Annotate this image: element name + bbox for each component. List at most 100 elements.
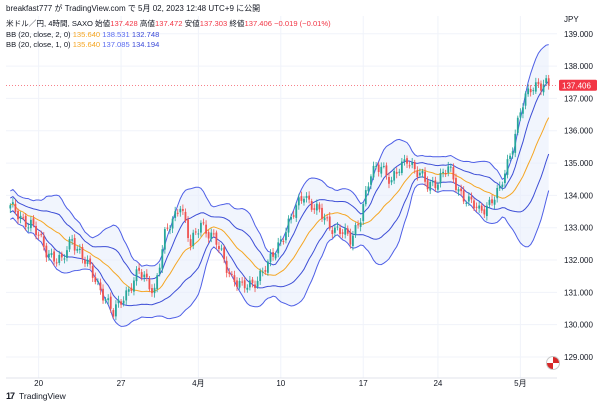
candle-body: [470, 196, 473, 200]
candle: [11, 197, 14, 208]
candle: [506, 154, 509, 179]
candle: [406, 155, 408, 169]
bb1-basis-value: 135.640: [72, 29, 101, 39]
candle-body: [537, 81, 540, 85]
candle: [297, 193, 300, 210]
candle-body: [318, 204, 321, 210]
candle: [181, 204, 184, 215]
candle: [305, 192, 308, 203]
candle-body: [125, 290, 128, 301]
candle: [385, 162, 388, 180]
candle: [117, 295, 120, 308]
candle: [339, 224, 341, 238]
candle-body: [140, 272, 143, 278]
candle: [493, 196, 496, 209]
candle-body: [9, 205, 12, 209]
candle-body: [251, 279, 254, 283]
candle: [341, 229, 344, 239]
candle: [370, 174, 372, 190]
candle-body: [200, 222, 202, 233]
candle: [303, 196, 305, 206]
candle-body: [161, 249, 164, 269]
candle: [40, 230, 43, 238]
footer[interactable]: 17 TradingView: [6, 391, 66, 401]
candle-body: [50, 253, 53, 256]
flag-icon[interactable]: [546, 356, 560, 370]
candle-body: [236, 280, 238, 287]
candle-body: [45, 245, 48, 258]
candle: [9, 203, 12, 213]
candle-body: [390, 180, 393, 183]
candle: [328, 212, 331, 231]
candle: [60, 251, 63, 262]
candle-body: [272, 252, 274, 257]
candle-body: [86, 259, 89, 264]
candle-body: [81, 247, 84, 259]
candle: [424, 167, 426, 187]
candle-body: [138, 267, 140, 271]
candle: [233, 270, 236, 287]
price-tick-label: 129.000: [564, 353, 593, 362]
candle-body: [509, 155, 511, 160]
candle: [254, 280, 256, 293]
candle: [22, 213, 25, 220]
candle-body: [274, 254, 277, 259]
candle: [364, 185, 367, 207]
candle: [135, 266, 138, 286]
bb2-row[interactable]: BB (20, close, 1, 0) 135.640 137.085 134…: [6, 40, 331, 51]
candle-body: [135, 269, 138, 282]
candle: [279, 235, 282, 247]
time-tick-label: 24: [433, 379, 442, 388]
candle-body: [248, 280, 251, 288]
candle-body: [498, 186, 501, 189]
candle-body: [218, 246, 220, 250]
bollinger-bands: [10, 44, 550, 327]
candle-body: [223, 247, 226, 260]
candle: [218, 241, 220, 254]
candle-body: [488, 199, 491, 205]
price-axis[interactable]: 129.000 130.000 131.000 132.000 133.000 134.0…: [559, 30, 597, 362]
candle-body: [24, 215, 27, 228]
candle-body: [207, 232, 210, 239]
candle-body: [455, 178, 457, 190]
candle-body: [32, 218, 35, 225]
candle: [300, 191, 303, 204]
time-axis[interactable]: 20 27 4月 10 17 24 5月: [34, 379, 526, 388]
candle-body: [115, 304, 117, 317]
candle-body: [163, 229, 166, 250]
candle: [331, 226, 334, 239]
bb1-label: BB (20, close, 2, 0): [6, 29, 71, 39]
candle-body: [372, 165, 375, 178]
candle-body: [122, 300, 125, 304]
candle-body: [68, 239, 71, 250]
candle-body: [460, 188, 463, 192]
bb-lower-1: [10, 153, 550, 307]
candle: [467, 192, 470, 207]
candle-body: [287, 218, 290, 233]
symbol-label[interactable]: 米ドル／円, 4時間, SAXO: [6, 19, 93, 28]
open-value: 137.428: [110, 19, 138, 28]
candle-body: [130, 287, 133, 291]
candle-body: [14, 203, 17, 212]
candle: [156, 273, 159, 293]
candle-body: [375, 165, 378, 167]
candle: [532, 87, 535, 95]
candle-body: [104, 299, 107, 301]
candle: [212, 229, 215, 238]
bb1-row[interactable]: BB (20, close, 2, 0) 135.640 138.531 132…: [6, 30, 331, 41]
candle-body: [11, 202, 14, 205]
candle: [37, 231, 40, 240]
candle: [282, 238, 285, 245]
candle-body: [238, 281, 241, 288]
candle-body: [55, 262, 58, 264]
candle-body: [323, 217, 326, 221]
candle: [55, 258, 58, 267]
candle: [491, 194, 493, 206]
tradingview-logo-icon: 17: [6, 391, 15, 401]
candle-body: [437, 184, 439, 190]
candle-body: [145, 273, 148, 278]
candle-body: [22, 217, 25, 219]
candle: [236, 277, 238, 291]
candle-body: [71, 239, 74, 241]
